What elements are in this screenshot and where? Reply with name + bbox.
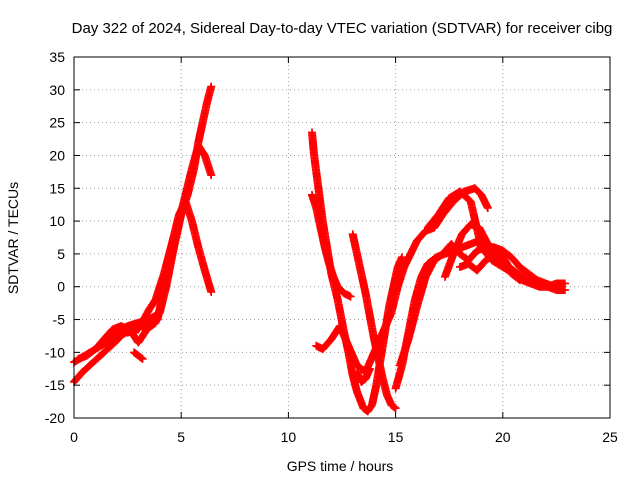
y-tick-label: 10 — [49, 213, 65, 229]
series-trace-m — [74, 305, 164, 363]
y-tick-label: 30 — [49, 82, 65, 98]
y-tick-label: 25 — [49, 115, 65, 131]
x-tick-label: 10 — [281, 429, 297, 445]
data-point — [207, 287, 216, 296]
y-tick-label: 5 — [57, 246, 65, 262]
y-tick-labels: -20 -15 -10 -5 0 5 10 15 20 25 30 35 — [45, 49, 65, 426]
chart-title: Day 322 of 2024, Sidereal Day-to-day VTE… — [72, 20, 613, 37]
x-tick-label: 25 — [602, 429, 618, 445]
data-point — [483, 203, 492, 212]
y-tick-label: -15 — [45, 377, 65, 393]
data-point — [346, 292, 355, 301]
y-tick-label: 35 — [49, 49, 65, 65]
x-tick-label: 0 — [70, 429, 78, 445]
series-trace-l — [455, 249, 524, 285]
data-point — [137, 354, 146, 363]
y-tick-label: -20 — [45, 410, 65, 426]
x-tick-label: 15 — [388, 429, 404, 445]
data-point — [514, 275, 523, 284]
data-point — [138, 354, 147, 363]
axis-ticks — [73, 56, 611, 419]
data-point — [207, 171, 216, 180]
data-point — [560, 286, 569, 295]
data-point — [390, 403, 399, 412]
series-trace-e — [307, 190, 355, 301]
data-point — [515, 276, 524, 285]
data-point — [391, 404, 400, 413]
x-axis-label: GPS time / hours — [287, 458, 394, 474]
data-point — [560, 279, 569, 288]
y-tick-label: -5 — [53, 312, 66, 328]
data-point — [398, 253, 407, 262]
data-point — [365, 364, 374, 373]
series-trace-c — [123, 197, 216, 337]
y-axis-label: SDTVAR / TECUs — [5, 182, 21, 294]
x-tick-labels: 0 5 10 15 20 25 — [70, 429, 618, 445]
x-tick-label: 5 — [177, 429, 185, 445]
y-tick-label: 20 — [49, 147, 65, 163]
x-tick-label: 20 — [495, 429, 511, 445]
y-tick-label: 0 — [57, 279, 65, 295]
data-point — [207, 82, 216, 91]
plot-frame — [73, 56, 611, 419]
y-tick-label: -10 — [45, 344, 65, 360]
series-trace-o — [353, 364, 374, 386]
series-trace-n — [130, 348, 147, 363]
data-points — [70, 82, 569, 416]
y-tick-label: 15 — [49, 180, 65, 196]
series-trace-g — [348, 230, 400, 413]
data-point — [155, 305, 164, 314]
